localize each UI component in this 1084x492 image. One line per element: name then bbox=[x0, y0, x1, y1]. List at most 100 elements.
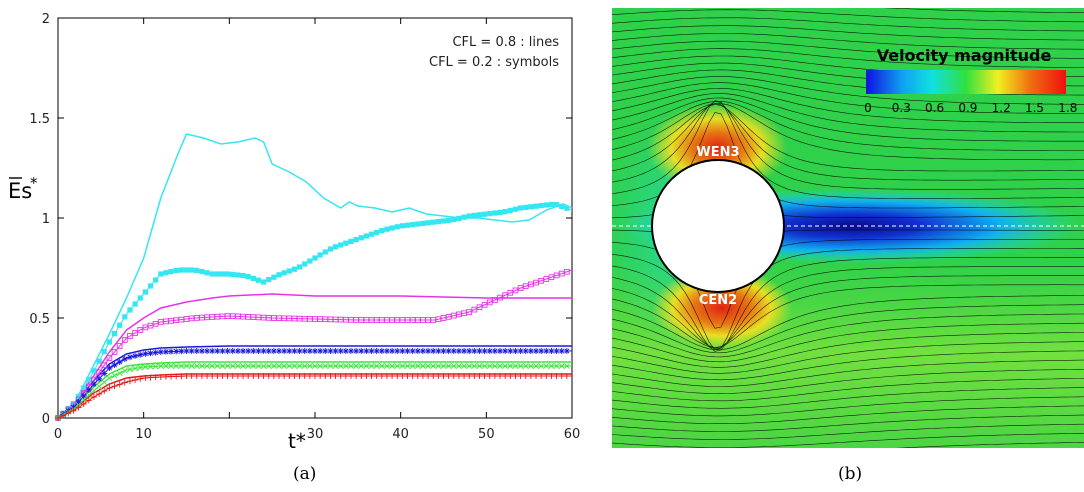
data-point bbox=[527, 373, 534, 379]
data-point bbox=[507, 363, 514, 369]
data-point bbox=[198, 373, 205, 379]
data-point bbox=[337, 373, 344, 379]
data-point bbox=[229, 363, 236, 369]
data-point bbox=[317, 348, 324, 354]
data-point bbox=[389, 225, 395, 231]
data-point bbox=[327, 348, 334, 354]
label-top: WEN3 bbox=[696, 145, 739, 160]
data-point bbox=[168, 348, 175, 355]
data-point bbox=[209, 271, 215, 277]
data-point bbox=[101, 362, 108, 369]
data-point bbox=[116, 359, 123, 365]
series-symbols bbox=[55, 201, 573, 421]
data-point bbox=[106, 365, 113, 371]
data-point bbox=[456, 215, 462, 221]
data-point bbox=[106, 355, 113, 361]
data-point bbox=[317, 252, 323, 258]
data-point bbox=[564, 205, 570, 211]
data-point bbox=[55, 415, 61, 421]
data-point bbox=[306, 363, 313, 369]
data-point bbox=[173, 267, 179, 273]
data-point bbox=[307, 258, 313, 264]
data-point bbox=[198, 348, 205, 354]
data-point bbox=[445, 373, 452, 379]
data-point bbox=[461, 348, 468, 354]
velocity-field: WEN3 CEN2 Velocity magnitude 0 0.3 0.6 0.9 1… bbox=[612, 8, 1084, 448]
data-point bbox=[507, 207, 513, 213]
data-point bbox=[90, 381, 97, 388]
data-point bbox=[137, 375, 144, 382]
cylinder bbox=[651, 159, 785, 293]
data-point bbox=[491, 373, 498, 379]
data-point bbox=[147, 283, 154, 289]
data-point bbox=[127, 333, 133, 339]
data-point bbox=[430, 363, 437, 369]
data-point bbox=[322, 348, 329, 354]
data-point bbox=[214, 348, 221, 354]
data-point bbox=[96, 383, 103, 390]
data-point bbox=[384, 363, 390, 369]
caption-a: (a) bbox=[293, 464, 317, 484]
data-point bbox=[317, 363, 324, 369]
data-point bbox=[245, 373, 252, 379]
data-point bbox=[137, 351, 144, 358]
data-point bbox=[96, 375, 103, 382]
data-point bbox=[301, 373, 308, 379]
data-point bbox=[101, 388, 108, 394]
data-point bbox=[363, 363, 370, 369]
data-point bbox=[353, 373, 360, 379]
data-point bbox=[332, 373, 339, 379]
data-point bbox=[142, 350, 149, 357]
series-line-green bbox=[57, 361, 572, 419]
data-point bbox=[255, 363, 262, 369]
colorbar-tick-label: 0.3 bbox=[892, 101, 911, 115]
data-point bbox=[132, 353, 139, 359]
data-point bbox=[394, 348, 401, 354]
data-point bbox=[456, 363, 462, 369]
data-point bbox=[543, 373, 550, 379]
data-point bbox=[271, 274, 277, 280]
data-point bbox=[224, 363, 231, 369]
data-point bbox=[168, 269, 174, 275]
data-point bbox=[121, 356, 128, 362]
data-point bbox=[553, 202, 560, 208]
data-point bbox=[455, 348, 462, 354]
data-point bbox=[353, 363, 360, 369]
data-point bbox=[425, 348, 432, 354]
data-point bbox=[157, 374, 164, 380]
data-point bbox=[435, 219, 441, 225]
data-point bbox=[240, 348, 247, 354]
data-point bbox=[522, 373, 529, 379]
data-point bbox=[240, 273, 246, 279]
data-point bbox=[471, 212, 477, 218]
data-point bbox=[96, 358, 102, 364]
data-point bbox=[538, 203, 544, 209]
data-point bbox=[394, 224, 400, 230]
data-point bbox=[75, 404, 82, 411]
data-point bbox=[162, 348, 169, 355]
y-tick-label: 1 bbox=[42, 212, 50, 227]
data-point bbox=[121, 367, 128, 374]
data-point bbox=[204, 373, 211, 379]
data-point bbox=[147, 363, 154, 370]
data-point bbox=[486, 363, 493, 369]
data-point bbox=[383, 373, 390, 379]
data-point bbox=[81, 385, 87, 391]
data-point bbox=[358, 235, 364, 241]
data-point bbox=[85, 397, 92, 404]
data-point bbox=[491, 363, 498, 369]
data-point bbox=[399, 348, 406, 354]
data-point bbox=[163, 363, 169, 369]
data-point bbox=[383, 348, 390, 354]
data-point bbox=[497, 348, 504, 354]
data-point bbox=[260, 363, 267, 369]
data-point bbox=[312, 255, 318, 261]
data-point bbox=[116, 370, 123, 377]
data-point bbox=[250, 373, 257, 379]
data-point bbox=[91, 368, 97, 374]
data-point bbox=[482, 211, 488, 217]
data-point bbox=[512, 348, 519, 354]
data-point bbox=[548, 373, 555, 379]
data-point bbox=[563, 348, 570, 354]
data-point bbox=[234, 348, 241, 354]
